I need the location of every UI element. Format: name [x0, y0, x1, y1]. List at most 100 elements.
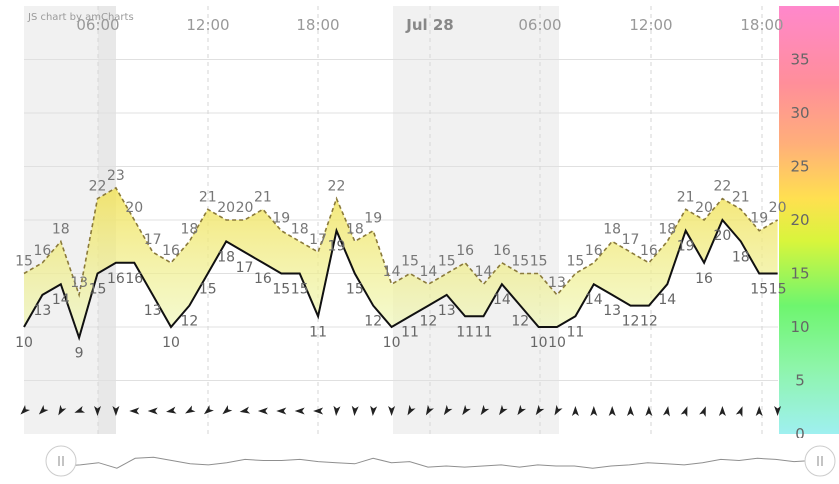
min-value-label: 10 — [383, 335, 401, 351]
x-axis-ticks: 06:00 12:00 18:00 Jul 28 06:00 12:00 18:00 — [76, 16, 783, 34]
max-value-label: 16 — [162, 243, 180, 259]
y-tick-label: 25 — [790, 158, 809, 176]
min-value-label: 13 — [144, 303, 162, 319]
scrollbar-preview-line — [61, 456, 813, 469]
scrollbar-left-grip[interactable] — [45, 445, 77, 477]
wind-arrow-icon — [112, 406, 120, 416]
min-value-label: 15 — [346, 282, 364, 298]
min-temperature-line — [23, 218, 778, 342]
wind-arrow-icon — [443, 404, 453, 416]
max-value-label: 16 — [456, 243, 474, 259]
x-tick-label: 12:00 — [186, 16, 229, 34]
wind-arrow-icon — [129, 407, 140, 415]
wind-arrow-icon — [699, 406, 706, 417]
min-value-label: 12 — [419, 314, 437, 330]
wind-arrow-icon — [166, 406, 177, 414]
max-value-label: 17 — [144, 232, 162, 248]
min-value-label: 11 — [475, 324, 493, 340]
chart-credit: JS chart by amCharts — [28, 12, 134, 23]
max-value-label: 18 — [291, 221, 309, 237]
y-tick-label: 15 — [790, 265, 809, 283]
y-tick-label: 30 — [790, 104, 809, 122]
max-value-label: 18 — [658, 221, 676, 237]
max-value-label: 13 — [70, 275, 88, 291]
wind-arrow-icon — [203, 405, 214, 415]
wind-arrow-icon — [94, 406, 101, 416]
min-value-label: 13 — [438, 303, 456, 319]
max-value-label: 18 — [181, 221, 199, 237]
max-value-label: 15 — [566, 254, 584, 270]
wind-arrow-icon — [20, 404, 31, 415]
y-tick-label: 5 — [795, 372, 805, 390]
wind-arrow-icon — [645, 406, 653, 416]
wind-arrow-icon — [718, 406, 726, 416]
min-value-label: 10 — [548, 335, 566, 351]
min-value-label: 13 — [603, 303, 621, 319]
min-value-label: 15 — [199, 282, 217, 298]
scrollbar-track — [60, 438, 818, 484]
max-value-label: 21 — [199, 189, 217, 205]
temperature-color-scale — [779, 6, 839, 434]
x-tick-label: 18:00 — [740, 16, 783, 34]
min-value-label: 16 — [254, 271, 272, 287]
max-value-label: 20 — [217, 200, 235, 216]
wind-arrow-icon — [735, 406, 743, 417]
scrollbar[interactable] — [45, 438, 836, 484]
min-value-label: 14 — [658, 292, 676, 308]
wind-arrow-icon — [517, 404, 527, 416]
x-tick-label: 06:00 — [76, 16, 119, 34]
x-tick-label: 18:00 — [296, 16, 339, 34]
min-value-label: 18 — [217, 249, 235, 265]
min-value-label: 19 — [677, 239, 695, 255]
max-value-label: 13 — [548, 275, 566, 291]
min-value-label: 13 — [33, 303, 51, 319]
max-value-label: 18 — [346, 221, 364, 237]
min-value-label: 9 — [75, 346, 84, 362]
max-value-label: 22 — [714, 179, 732, 195]
wind-arrow-icon — [407, 404, 416, 416]
wind-arrow-icon — [535, 404, 545, 416]
min-value-label: 16 — [695, 271, 713, 287]
wind-arrow-icon — [680, 406, 688, 417]
min-value-label: 15 — [291, 282, 309, 298]
max-value-label: 15 — [401, 254, 419, 270]
max-value-label: 19 — [364, 211, 382, 227]
max-value-label: 22 — [328, 179, 346, 195]
max-value-label: 23 — [107, 168, 125, 184]
wind-arrow-icon — [388, 406, 396, 416]
min-value-label: 12 — [640, 314, 658, 330]
max-value-label: 14 — [475, 264, 493, 280]
min-value-label: 12 — [622, 314, 640, 330]
wind-arrow-icon — [627, 406, 634, 416]
wind-arrow-icon — [499, 404, 508, 416]
wind-arrow-icon — [239, 406, 251, 414]
min-value-label: 11 — [566, 324, 584, 340]
min-value-label: 11 — [401, 324, 419, 340]
wind-arrow-icon — [425, 404, 434, 416]
max-value-label: 16 — [493, 243, 511, 259]
wind-arrow-icon — [608, 406, 616, 416]
x-tick-label: 12:00 — [629, 16, 672, 34]
wind-arrow-icon — [222, 405, 233, 415]
wind-arrow-icon — [294, 407, 305, 415]
min-value-label: 15 — [272, 282, 290, 298]
min-value-label: 11 — [309, 324, 327, 340]
wind-arrow-icon — [590, 406, 598, 416]
min-value-label: 14 — [585, 292, 603, 308]
scrollbar-right-grip[interactable] — [804, 445, 836, 477]
value-labels: 1510161318141392215231620161713161018122… — [15, 168, 786, 362]
min-value-label: 10 — [15, 335, 33, 351]
min-value-label: 15 — [750, 282, 768, 298]
y-tick-label: 0 — [795, 425, 805, 443]
max-value-label: 17 — [309, 232, 327, 248]
wind-arrow-icon — [480, 404, 490, 416]
max-value-label: 21 — [677, 189, 695, 205]
max-value-label: 20 — [769, 200, 787, 216]
wind-arrow-icon — [74, 406, 85, 413]
max-value-label: 20 — [125, 200, 143, 216]
max-value-label: 22 — [89, 179, 107, 195]
wind-arrow-icon — [662, 406, 670, 417]
min-value-label: 19 — [328, 239, 346, 255]
y-tick-label: 35 — [790, 51, 809, 69]
min-value-label: 12 — [181, 314, 199, 330]
